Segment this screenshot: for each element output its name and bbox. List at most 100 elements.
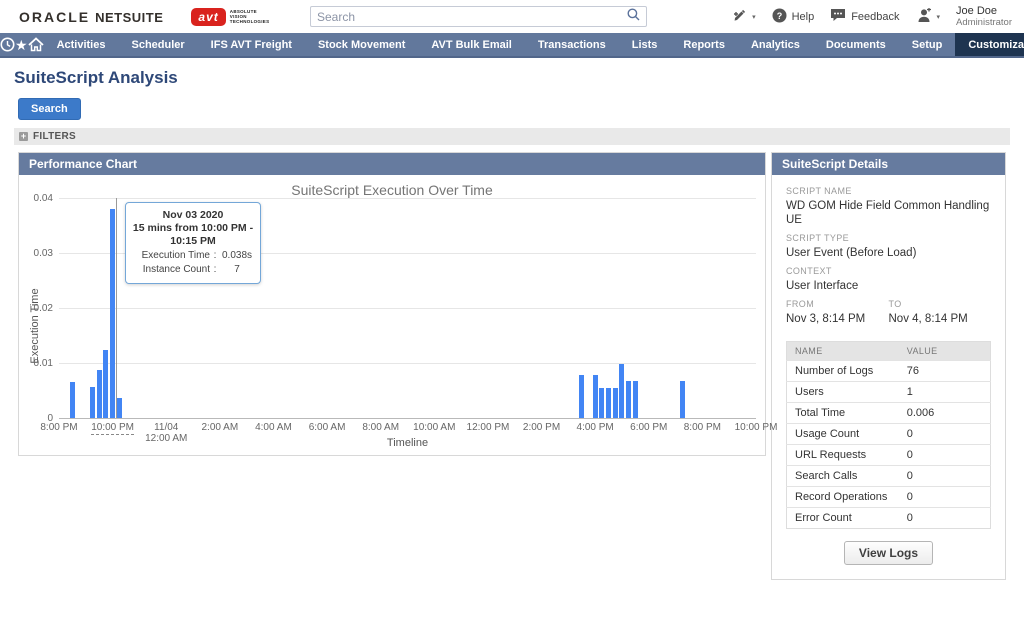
nav-item-reports[interactable]: Reports [683, 38, 725, 51]
chart-bar[interactable] [96, 370, 102, 418]
nav-item-lists[interactable]: Lists [631, 38, 658, 51]
nav-item-documents[interactable]: Documents [825, 38, 886, 51]
details-table: NAME VALUE Number of Logs 76 Users 1 Total T… [786, 341, 991, 529]
cell-name: URL Requests [786, 444, 899, 466]
help-button[interactable]: ? Help [772, 8, 815, 26]
y-axis-tick: 0.02 [33, 303, 53, 314]
quick-add-icon[interactable] [732, 8, 747, 26]
chart-bar[interactable] [679, 381, 685, 418]
help-icon: ? [772, 8, 787, 26]
page-title: SuiteScript Analysis [14, 68, 178, 87]
x-axis-title: Timeline [386, 437, 429, 449]
chart-bar[interactable] [110, 209, 116, 418]
table-row: Record Operations 0 [786, 486, 991, 508]
chart-bar[interactable] [592, 375, 598, 418]
main-nav: ★ Activities Scheduler IFS AVT Freight Stoc… [0, 33, 1024, 58]
suitescript-details-header: SuiteScript Details [772, 153, 1005, 175]
tooltip-colon: : [213, 264, 217, 275]
expand-plus-icon[interactable]: + [19, 131, 28, 141]
nav-item-setup[interactable]: Setup [911, 38, 943, 51]
x-axis-tick: 10:00 PM [734, 422, 778, 433]
chart-bar[interactable] [606, 387, 612, 418]
nav-item-activities[interactable]: Activities [56, 38, 106, 51]
cell-value: 1 [898, 381, 991, 403]
details-table-header-row: NAME VALUE [786, 341, 991, 361]
chart-bar[interactable] [599, 387, 605, 418]
chart-bar[interactable] [626, 381, 632, 418]
x-axis-tick: 2:00 PM [522, 422, 561, 433]
context-field: CONTEXT User Interface [786, 266, 991, 293]
oracle-netsuite-logo: ORACLE NETSUITE [19, 9, 163, 25]
x-axis-tick: 8:00 AM [362, 422, 400, 433]
chart-bar[interactable] [69, 381, 75, 418]
search-icon[interactable] [627, 8, 640, 26]
tooltip-range: 15 mins from 10:00 PM - 10:15 PM [132, 222, 254, 247]
feedback-label: Feedback [851, 10, 900, 23]
field-value: User Interface [786, 280, 859, 292]
nav-item-analytics[interactable]: Analytics [750, 38, 800, 51]
cell-value: 0 [898, 507, 991, 529]
nav-item-stock-movement[interactable]: Stock Movement [317, 38, 406, 51]
y-axis-tick: 0 [47, 413, 53, 424]
avt-logo-text: ABSOLUTE VISION TECHNOLOGIES [229, 9, 270, 24]
shortcuts-button[interactable]: ★ [15, 33, 28, 56]
field-label: SCRIPT TYPE [786, 233, 850, 243]
field-value: Nov 3, 8:14 PM [786, 313, 866, 325]
nav-items: Activities Scheduler IFS AVT Freight Stock … [44, 33, 1024, 56]
chart-bar[interactable] [103, 349, 109, 418]
field-label: CONTEXT [786, 266, 832, 276]
help-label: Help [791, 10, 815, 23]
chart-bar[interactable] [579, 375, 585, 418]
filters-bar[interactable]: + FILTERS [14, 128, 1010, 145]
y-axis-tick: 0.04 [33, 193, 53, 204]
chart-bar[interactable] [612, 387, 618, 418]
nav-item-ifs-avt-freight[interactable]: IFS AVT Freight [210, 38, 292, 51]
cell-name: Search Calls [786, 465, 899, 487]
chart-bar[interactable] [619, 364, 625, 418]
chart-title: SuiteScript Execution Over Time [291, 182, 493, 198]
x-axis-tick: 4:00 AM [255, 422, 292, 433]
nav-item-customization[interactable]: Customization [955, 33, 1024, 56]
quick-add-menu[interactable]: ▾ [732, 8, 756, 26]
chart-bar[interactable] [90, 387, 95, 418]
roles-menu[interactable]: ▾ [916, 7, 940, 26]
view-logs-button[interactable]: View Logs [843, 541, 934, 565]
nav-item-scheduler[interactable]: Scheduler [131, 38, 185, 51]
tooltip-label: Execution Time [141, 250, 210, 261]
top-right-actions: ▾ ? Help Feedback ▾ Joe Doe Administrato… [732, 0, 1012, 33]
svg-text:?: ? [776, 11, 782, 21]
x-axis-tick: 6:00 AM [308, 422, 346, 433]
global-search[interactable] [310, 6, 647, 27]
home-button[interactable] [27, 33, 44, 56]
global-search-input[interactable] [311, 9, 627, 24]
performance-chart-panel: Performance Chart SuiteScript Execution … [18, 152, 777, 456]
netsuite-wordmark: NETSUITE [95, 9, 164, 25]
chart-bar[interactable] [632, 381, 638, 418]
nav-item-avt-bulk-email[interactable]: AVT Bulk Email [431, 38, 512, 51]
tooltip-colon: : [213, 250, 217, 261]
star-icon: ★ [15, 36, 28, 53]
performance-chart-header: Performance Chart [19, 153, 765, 175]
user-name: Joe Doe [956, 4, 998, 17]
table-row: Search Calls 0 [786, 465, 991, 487]
avt-logo: avt ABSOLUTE VISION TECHNOLOGIES [191, 7, 270, 26]
nav-item-transactions[interactable]: Transactions [537, 38, 606, 51]
field-value: WD GOM Hide Field Common Handling UE [786, 200, 990, 226]
from-to-fields: FROM Nov 3, 8:14 PM TO Nov 4, 8:14 PM [786, 299, 991, 332]
cell-name: Error Count [786, 507, 899, 529]
table-row: Usage Count 0 [786, 423, 991, 445]
script-name-field: SCRIPT NAME WD GOM Hide Field Common Han… [786, 186, 991, 227]
cell-value: 0 [898, 423, 991, 445]
recent-records-button[interactable] [0, 33, 15, 56]
table-row: Total Time 0.006 [786, 402, 991, 424]
cell-value: 0 [898, 444, 991, 466]
x-axis-tick: 6:00 PM [630, 422, 668, 433]
chart-bar[interactable] [116, 397, 122, 418]
user-info[interactable]: Joe Doe Administrator [956, 4, 1012, 28]
cell-name: Number of Logs [786, 360, 899, 382]
feedback-button[interactable]: Feedback [830, 8, 900, 25]
x-axis-tick: 2:00 AM [201, 422, 239, 433]
hover-crosshair [115, 198, 117, 418]
x-axis-tick: 10:00 PM [91, 422, 135, 435]
search-button[interactable]: Search [18, 98, 81, 120]
